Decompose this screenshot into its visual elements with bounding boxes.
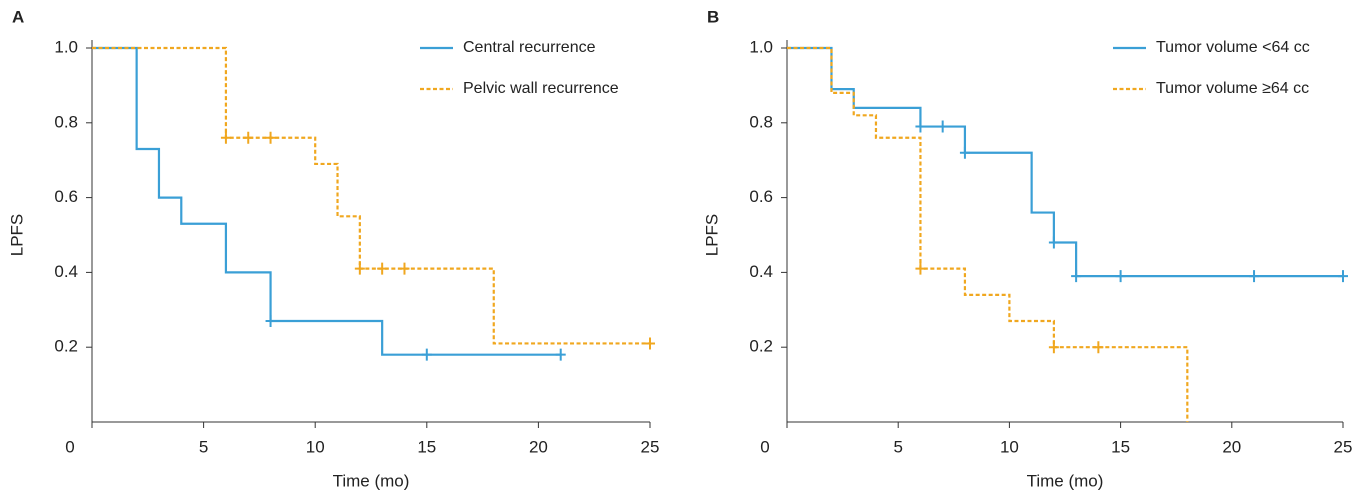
censor-mark xyxy=(354,262,365,275)
censor-mark xyxy=(1048,236,1059,249)
survival-curve xyxy=(787,46,1189,422)
y-axis-label: LPFS xyxy=(702,214,721,257)
x-tick-label: 10 xyxy=(306,437,325,456)
censor-mark xyxy=(1071,270,1082,283)
y-tick-label: 1.0 xyxy=(749,37,773,56)
censor-mark xyxy=(421,348,432,361)
y-axis-label: LPFS xyxy=(7,214,26,257)
y-tick-label: 1.0 xyxy=(54,37,78,56)
censor-mark xyxy=(377,262,388,275)
x-tick-label: 10 xyxy=(1000,437,1019,456)
x-axis-label: Time (mo) xyxy=(333,471,410,490)
censor-mark xyxy=(220,131,231,144)
x-tick-label: 15 xyxy=(1111,437,1130,456)
censor-mark xyxy=(265,131,276,144)
legend-label: Tumor volume <64 cc xyxy=(1156,39,1310,56)
y-tick-label: 0.2 xyxy=(54,337,78,356)
panel-label: A xyxy=(12,7,24,26)
y-tick-label: 0.6 xyxy=(54,187,78,206)
survival-curve xyxy=(92,46,561,356)
x-tick-label: 20 xyxy=(529,437,548,456)
censor-mark xyxy=(399,262,410,275)
x-tick-label: 15 xyxy=(417,437,436,456)
x-tick-label: 0 xyxy=(65,437,74,456)
censor-mark xyxy=(645,337,655,350)
censor-mark xyxy=(243,131,254,144)
x-tick-label: 25 xyxy=(1334,437,1353,456)
x-axis-label: Time (mo) xyxy=(1027,471,1104,490)
censor-mark xyxy=(1249,270,1260,283)
x-tick-label: 5 xyxy=(893,437,902,456)
censor-mark xyxy=(1093,341,1104,354)
y-tick-label: 0.2 xyxy=(749,337,773,356)
panel-label: B xyxy=(707,7,719,26)
y-tick-label: 0.8 xyxy=(54,112,78,131)
censor-mark xyxy=(265,315,276,328)
y-tick-label: 0.4 xyxy=(749,262,773,281)
censor-mark xyxy=(1115,270,1126,283)
x-tick-label: 5 xyxy=(199,437,208,456)
legend-label: Pelvic wall recurrence xyxy=(463,80,619,97)
y-tick-label: 0.6 xyxy=(749,187,773,206)
censor-mark xyxy=(959,146,970,159)
legend-label: Central recurrence xyxy=(463,39,596,56)
survival-curve xyxy=(92,46,650,345)
censor-mark xyxy=(1048,341,1059,354)
x-tick-label: 0 xyxy=(760,437,769,456)
legend-label: Tumor volume ≥64 cc xyxy=(1156,80,1309,97)
x-tick-label: 25 xyxy=(641,437,660,456)
y-tick-label: 0.8 xyxy=(749,112,773,131)
survival-curve xyxy=(787,46,1343,278)
censor-mark xyxy=(937,120,948,133)
censor-mark xyxy=(1338,270,1348,283)
censor-mark xyxy=(555,348,566,361)
x-tick-label: 20 xyxy=(1222,437,1241,456)
y-tick-label: 0.4 xyxy=(54,262,78,281)
censor-mark xyxy=(915,120,926,133)
censor-mark xyxy=(915,262,926,275)
